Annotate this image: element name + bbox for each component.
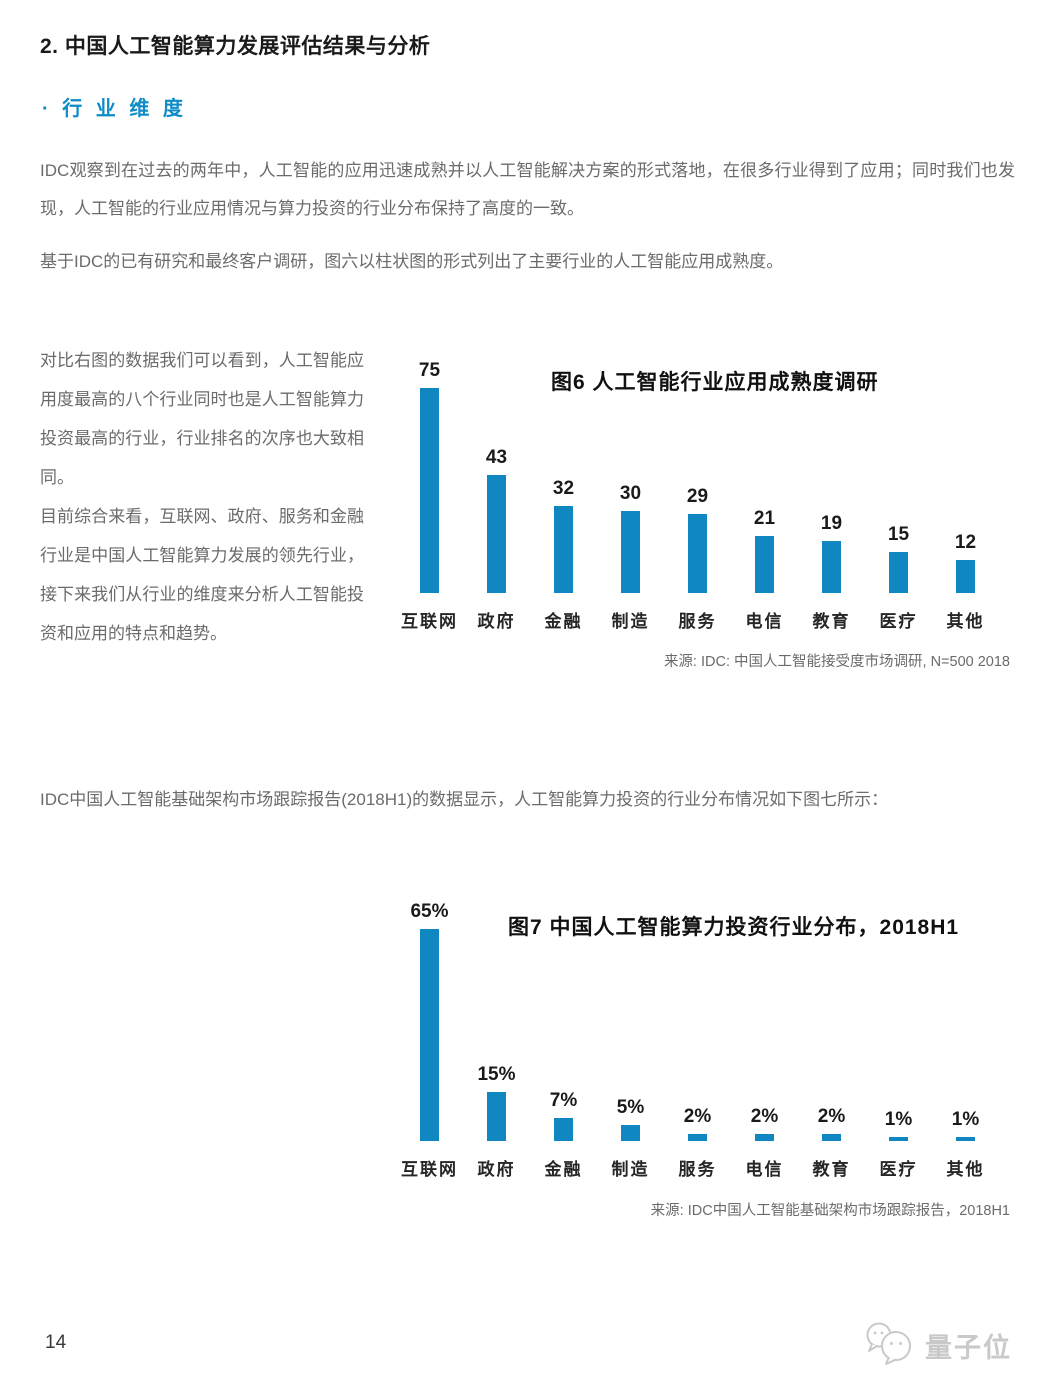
chart-column-服务: 29 服务 — [664, 352, 731, 631]
bar — [621, 511, 640, 593]
bar-value-label: 65% — [410, 901, 449, 922]
bar — [420, 388, 439, 593]
bar — [688, 1134, 707, 1141]
category-label: 教育 — [812, 612, 851, 631]
bar — [822, 1134, 841, 1141]
bar-value-label: 75 — [418, 360, 441, 381]
bar-value-label: 12 — [954, 532, 977, 553]
category-label: 服务 — [678, 612, 717, 631]
bar-value-label: 5% — [616, 1097, 645, 1118]
chart-column-金融: 7% 金融 — [530, 900, 597, 1179]
paragraph-intro: IDC观察到在过去的两年中，人工智能的应用迅速成熟并以人工智能解决方案的形式落地… — [40, 161, 1015, 218]
category-label: 其他 — [946, 612, 985, 631]
bar — [554, 1118, 573, 1141]
paragraph-figure7-intro: IDC中国人工智能基础架构市场跟踪报告(2018H1)的数据显示，人工智能算力投… — [40, 790, 889, 809]
bar — [487, 1092, 506, 1141]
bar-value-label: 15 — [887, 524, 910, 545]
category-label: 其他 — [946, 1160, 985, 1179]
category-label: 制造 — [611, 612, 650, 631]
bar-value-label: 21 — [753, 508, 776, 529]
bar-value-label: 2% — [683, 1106, 712, 1127]
chart-column-政府: 15% 政府 — [463, 900, 530, 1179]
bar-value-label: 19 — [820, 513, 843, 534]
category-label: 电信 — [745, 612, 784, 631]
chart-column-教育: 2% 教育 — [798, 900, 865, 1179]
bar — [889, 552, 908, 593]
figure6-title: 图6 人工智能行业应用成熟度调研 — [551, 371, 879, 394]
chart-column-教育: 19 教育 — [798, 352, 865, 631]
watermark: 量子位 — [862, 1320, 1012, 1371]
figure6-bar-chart: 75 互联网 43 政府 32 金融 30 制造 29 服务 21 电信 19 教育 15 医疗 12 其他 — [396, 352, 999, 631]
bar — [487, 475, 506, 593]
figure7-bar-chart: 65% 互联网 15% 政府 7% 金融 5% 制造 2% 服务 2% 电信 2% 教育 1% 医疗 1% 其他 — [396, 900, 999, 1179]
category-label: 制造 — [611, 1160, 650, 1179]
chart-column-其他: 1% 其他 — [932, 900, 999, 1179]
page-title: 2. 中国人工智能算力发展评估结果与分析 — [40, 35, 431, 58]
figure7-source-note: 来源: IDC中国人工智能基础架构市场跟踪报告，2018H1 — [650, 1203, 1010, 1219]
chart-column-电信: 2% 电信 — [731, 900, 798, 1179]
chart-column-电信: 21 电信 — [731, 352, 798, 631]
figure6-source-note: 来源: IDC: 中国人工智能接受度市场调研, N=500 2018 — [663, 654, 1010, 670]
bar-value-label: 29 — [686, 486, 709, 507]
bar — [956, 1137, 975, 1141]
paragraph-leading-industries: 目前综合来看，互联网、政府、服务和金融行业是中国人工智能算力发展的领先行业，接下… — [40, 507, 364, 643]
category-label: 金融 — [544, 1160, 583, 1179]
category-label: 互联网 — [401, 612, 458, 631]
page-number: 14 — [45, 1332, 67, 1353]
category-label: 互联网 — [401, 1160, 458, 1179]
bar-value-label: 1% — [951, 1109, 980, 1130]
bar-value-label: 32 — [552, 478, 575, 499]
category-label: 医疗 — [879, 1160, 918, 1179]
chart-column-医疗: 1% 医疗 — [865, 900, 932, 1179]
bar — [420, 929, 439, 1141]
category-label: 服务 — [678, 1160, 717, 1179]
bar-value-label: 1% — [884, 1109, 913, 1130]
bar-value-label: 30 — [619, 483, 642, 504]
category-label: 医疗 — [879, 612, 918, 631]
chat-bubbles-icon — [862, 1320, 918, 1371]
chart-column-制造: 5% 制造 — [597, 900, 664, 1179]
paragraph-comparison: 对比右图的数据我们可以看到，人工智能应用度最高的八个行业同时也是人工智能算力投资… — [40, 351, 364, 487]
bar-value-label: 2% — [817, 1106, 846, 1127]
chart-column-医疗: 15 医疗 — [865, 352, 932, 631]
bar — [755, 1134, 774, 1141]
section-heading-industry-dimension: · 行 业 维 度 — [42, 98, 187, 120]
chart-column-互联网: 75 互联网 — [396, 352, 463, 631]
bar — [956, 560, 975, 593]
chart-column-互联网: 65% 互联网 — [396, 900, 463, 1179]
bar — [822, 541, 841, 593]
category-label: 金融 — [544, 612, 583, 631]
bar-value-label: 2% — [750, 1106, 779, 1127]
paragraph-idc-research: 基于IDC的已有研究和最终客户调研，图六以柱状图的形式列出了主要行业的人工智能应… — [40, 252, 784, 271]
figure7-title: 图7 中国人工智能算力投资行业分布，2018H1 — [508, 916, 960, 939]
bar-value-label: 15% — [477, 1064, 516, 1085]
category-label: 政府 — [477, 1160, 516, 1179]
chart-column-制造: 30 制造 — [597, 352, 664, 631]
bar — [621, 1125, 640, 1141]
category-label: 教育 — [812, 1160, 851, 1179]
bar-value-label: 7% — [549, 1090, 578, 1111]
category-label: 电信 — [745, 1160, 784, 1179]
chart-column-金融: 32 金融 — [530, 352, 597, 631]
watermark-text: 量子位 — [925, 1333, 1012, 1363]
bar-value-label: 43 — [485, 447, 508, 468]
chart-column-政府: 43 政府 — [463, 352, 530, 631]
bar — [755, 536, 774, 593]
bar — [889, 1137, 908, 1141]
category-label: 政府 — [477, 612, 516, 631]
chart-column-服务: 2% 服务 — [664, 900, 731, 1179]
chart-column-其他: 12 其他 — [932, 352, 999, 631]
bar — [688, 514, 707, 593]
bar — [554, 506, 573, 593]
